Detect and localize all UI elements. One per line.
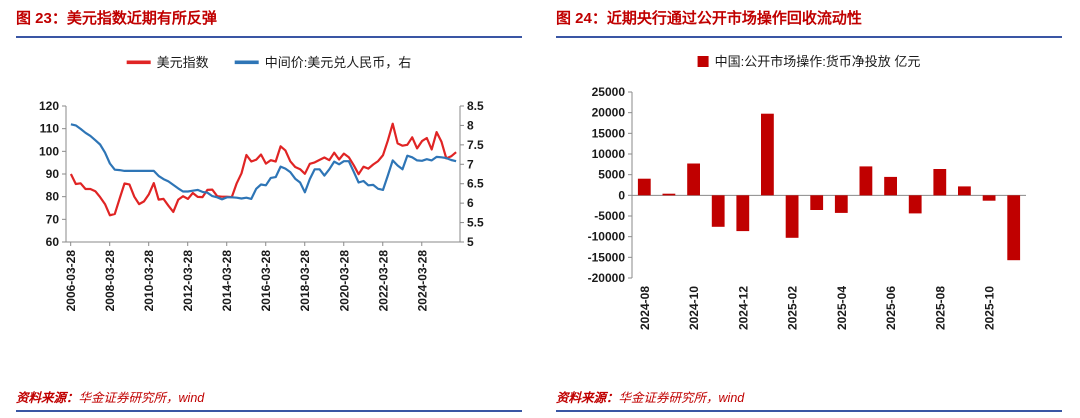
svg-text:7.5: 7.5 bbox=[467, 138, 484, 152]
svg-text:-5000: -5000 bbox=[594, 209, 625, 223]
figure-23-title: 图 23：美元指数近期有所反弹 bbox=[16, 10, 217, 27]
figure-23-chart-area: 60 70 80 90 100 110 120 5 5.5 6 6.5 7 7.5 8 8.5 2006-03… bbox=[16, 40, 522, 372]
source-text: 华金证券研究所，wind bbox=[618, 391, 745, 405]
svg-text:2024-03-28: 2024-03-28 bbox=[415, 249, 429, 311]
svg-text:8: 8 bbox=[467, 118, 474, 132]
source-label: 资料来源： bbox=[16, 391, 79, 405]
svg-text:6.5: 6.5 bbox=[467, 176, 484, 190]
svg-text:0: 0 bbox=[618, 188, 625, 202]
figure-24-source-note: 资料来源：华金证券研究所，wind bbox=[556, 387, 1062, 406]
svg-text:中间价:美元兑人民币，右: 中间价:美元兑人民币，右 bbox=[265, 55, 412, 70]
svg-text:20000: 20000 bbox=[592, 105, 626, 119]
svg-text:60: 60 bbox=[46, 235, 60, 249]
svg-text:5000: 5000 bbox=[598, 167, 625, 181]
svg-text:5: 5 bbox=[467, 235, 474, 249]
svg-text:90: 90 bbox=[46, 167, 60, 181]
svg-text:2018-03-28: 2018-03-28 bbox=[298, 249, 312, 311]
svg-text:2016-03-28: 2016-03-28 bbox=[259, 249, 273, 311]
svg-text:2020-03-28: 2020-03-28 bbox=[337, 249, 351, 311]
source-label: 资料来源： bbox=[556, 391, 619, 405]
svg-text:2024-08: 2024-08 bbox=[638, 285, 652, 329]
svg-text:5.5: 5.5 bbox=[467, 215, 484, 229]
svg-text:2006-03-28: 2006-03-28 bbox=[64, 249, 78, 311]
svg-text:-15000: -15000 bbox=[588, 250, 626, 264]
svg-text:120: 120 bbox=[39, 99, 59, 113]
svg-text:2025-06: 2025-06 bbox=[884, 285, 898, 329]
figure-23-top-rule bbox=[16, 35, 522, 38]
figure-24-panel: 图 24：近期央行通过公开市场操作回收流动性 25000 20000 15000 10… bbox=[540, 0, 1080, 418]
svg-text:中国:公开市场操作:货币净投放 亿元: 中国:公开市场操作:货币净投放 亿元 bbox=[715, 54, 921, 69]
svg-text:2024-10: 2024-10 bbox=[687, 285, 701, 329]
figure-23-bottom-rule bbox=[16, 410, 522, 412]
svg-text:8.5: 8.5 bbox=[467, 99, 484, 113]
svg-text:2014-03-28: 2014-03-28 bbox=[220, 249, 234, 311]
svg-text:2025-08: 2025-08 bbox=[933, 285, 947, 329]
svg-text:2022-03-28: 2022-03-28 bbox=[376, 249, 390, 311]
svg-text:2010-03-28: 2010-03-28 bbox=[142, 249, 156, 311]
svg-text:-20000: -20000 bbox=[588, 271, 626, 285]
figure-24-bottom-rule bbox=[556, 410, 1062, 412]
figure-24-chart-area: 25000 20000 15000 10000 5000 0 -5000 -10000 -150… bbox=[556, 40, 1062, 372]
svg-text:7: 7 bbox=[467, 157, 474, 171]
figure-24-top-rule bbox=[556, 35, 1062, 38]
svg-text:美元指数: 美元指数 bbox=[157, 55, 209, 70]
svg-text:2024-12: 2024-12 bbox=[736, 285, 750, 329]
source-text: 华金证券研究所，wind bbox=[78, 391, 205, 405]
svg-text:15000: 15000 bbox=[592, 126, 626, 140]
svg-text:100: 100 bbox=[39, 144, 59, 158]
svg-text:70: 70 bbox=[46, 212, 60, 226]
svg-text:6: 6 bbox=[467, 196, 474, 210]
bar-chart-legend: 中国:公开市场操作:货币净投放 亿元 bbox=[697, 54, 921, 69]
usd-index-line-chart: 60 70 80 90 100 110 120 5 5.5 6 6.5 7 7.5 8 8.5 2006-03… bbox=[39, 55, 484, 311]
line-chart-legend: 美元指数 中间价:美元兑人民币，右 bbox=[126, 55, 412, 70]
svg-text:25000: 25000 bbox=[592, 85, 626, 99]
svg-text:2008-03-28: 2008-03-28 bbox=[103, 249, 117, 311]
omo-net-injection-bar-chart: 25000 20000 15000 10000 5000 0 -5000 -10000 -150… bbox=[588, 54, 1026, 330]
svg-text:-10000: -10000 bbox=[588, 229, 626, 243]
svg-text:2012-03-28: 2012-03-28 bbox=[181, 249, 195, 311]
svg-text:2025-10: 2025-10 bbox=[983, 285, 997, 329]
figure-23-panel: 图 23：美元指数近期有所反弹 60 70 80 90 100 110 120 5 5.5 6 6.… bbox=[16, 10, 522, 412]
figure-23-source-note: 资料来源：华金证券研究所，wind bbox=[16, 387, 522, 406]
svg-text:2025-02: 2025-02 bbox=[786, 285, 800, 329]
svg-text:110: 110 bbox=[40, 121, 60, 135]
svg-text:2025-04: 2025-04 bbox=[835, 285, 849, 329]
svg-text:10000: 10000 bbox=[592, 147, 626, 161]
figure-24-title: 图 24：近期央行通过公开市场操作回收流动性 bbox=[556, 10, 862, 27]
svg-text:80: 80 bbox=[46, 189, 60, 203]
